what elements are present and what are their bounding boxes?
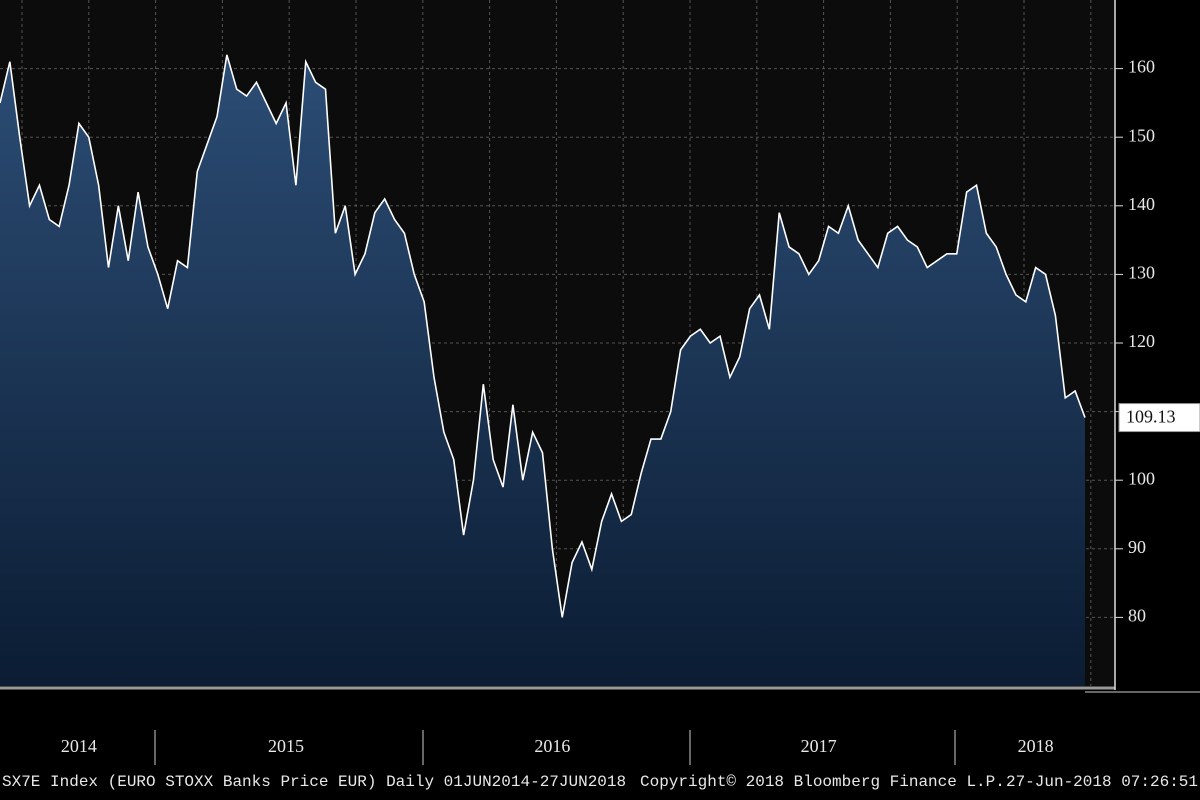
y-tick-label: 90 — [1128, 537, 1146, 557]
footer-center: Copyright© 2018 Bloomberg Finance L.P. — [640, 773, 1005, 791]
y-tick-label: 140 — [1128, 194, 1155, 214]
line — [0, 54, 1086, 618]
footer-right: 27-Jun-2018 07:26:51 — [1006, 773, 1198, 791]
x-tick-label: 2016 — [534, 736, 570, 756]
y-tick-label: 80 — [1128, 606, 1146, 626]
y-tick-label: 130 — [1128, 263, 1155, 283]
y-tick-label: 100 — [1128, 468, 1155, 488]
x-tick-label: 2014 — [61, 736, 97, 756]
y-tick-label: 120 — [1128, 331, 1155, 351]
area — [0, 54, 1085, 686]
y-tick-label: 150 — [1128, 125, 1155, 145]
x-tick-label: 2017 — [801, 736, 837, 756]
year-separators — [154, 730, 956, 765]
x-tick-label: 2018 — [1018, 736, 1054, 756]
y-tick-label: 160 — [1128, 57, 1155, 77]
last-value-label: 109.13 — [1126, 407, 1176, 427]
x-tick-label: 2015 — [268, 736, 304, 756]
last-value-box — [1118, 403, 1200, 433]
footer-left: SX7E Index (EURO STOXX Banks Price EUR) … — [2, 773, 626, 791]
